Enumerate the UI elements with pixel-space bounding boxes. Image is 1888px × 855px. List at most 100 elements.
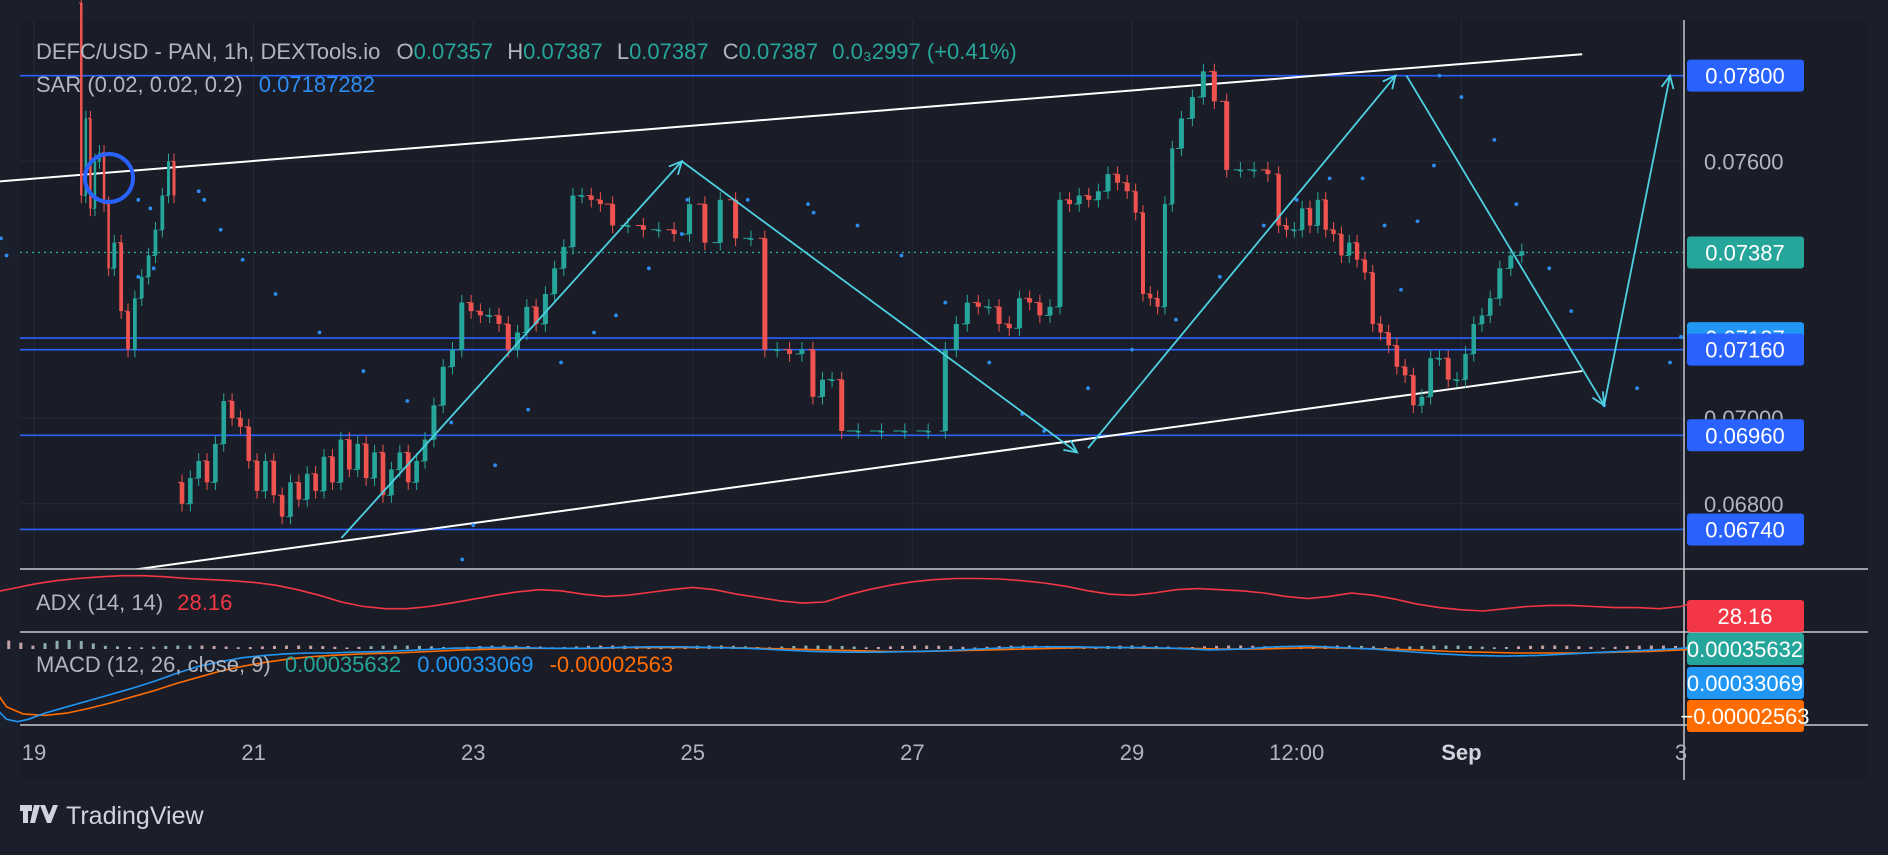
macd-histogram-bar [1359, 645, 1363, 649]
macd-histogram-bar [297, 645, 301, 649]
macd-histogram-bar [200, 645, 204, 649]
sar-dot [1382, 223, 1387, 228]
time-tick-label: 21 [241, 740, 265, 765]
level-badge: 0.06740 [1705, 517, 1785, 542]
adx-series-line [0, 574, 1693, 612]
candle-body [1487, 298, 1493, 316]
sar-dot [987, 360, 992, 365]
macd-line [0, 645, 1693, 723]
sar-dot [1261, 223, 1266, 228]
macd-histogram-bar [780, 646, 784, 649]
candle-body [372, 452, 377, 479]
macd-lines [0, 640, 1693, 723]
candle-body [1331, 229, 1336, 235]
macd-histogram-bar [19, 642, 23, 649]
candle-body [855, 431, 861, 433]
legend-line-2: SAR (0.02, 0.02, 0.2) 0.07187282 [36, 72, 375, 97]
candle-body [1016, 298, 1022, 329]
candle-body [213, 443, 218, 483]
time-tick-label: 19 [22, 740, 46, 765]
candle-body [820, 379, 826, 397]
sar-dot [1432, 163, 1436, 168]
candle-body [1276, 174, 1281, 226]
candle-body [1047, 306, 1053, 316]
sar-dot [1547, 266, 1552, 271]
candle-body [414, 460, 419, 483]
macd-histogram-bar [333, 646, 337, 649]
macd-histogram-bar [1504, 646, 1508, 649]
axis-badges: 0.078000.071870.071600.069600.067400.073… [1680, 59, 1810, 732]
candle-body [450, 349, 456, 367]
macd-histogram-bar [369, 646, 373, 649]
sar-dot [592, 330, 596, 335]
candle-body [93, 161, 97, 209]
candle-body [1497, 268, 1503, 299]
candle-body [363, 443, 369, 479]
legend-l-value: 0.07387 [629, 39, 709, 64]
arrow-line [1405, 75, 1605, 406]
macd-histogram-bar [115, 646, 119, 649]
legend-o-label: O [396, 39, 413, 64]
candle-body [1454, 379, 1460, 382]
macd-histogram-bar [393, 645, 397, 649]
sar-dot [317, 330, 322, 335]
marker-circle [83, 152, 135, 204]
macd-histogram-bar [1444, 645, 1448, 649]
macd-histogram-bar [1541, 645, 1545, 649]
macd-hist-badge: −0.00002563 [1680, 704, 1809, 729]
candle-body [1508, 255, 1514, 269]
candle-body [996, 306, 1002, 324]
macd-histogram-bar [901, 645, 905, 649]
last-price-badge: 0.07387 [1705, 240, 1785, 265]
legend-l-label: L [617, 39, 629, 64]
sar-dot [361, 369, 366, 373]
macd-histogram-bar [1384, 647, 1388, 649]
channel-lines [0, 53, 1583, 578]
candle-body [748, 238, 754, 240]
macd-histogram-bar [961, 646, 965, 649]
candle-body [196, 460, 201, 479]
candle-body [1155, 298, 1160, 307]
candle-body [119, 242, 124, 312]
adx-value: 28.16 [177, 590, 232, 615]
sar-dot [202, 197, 207, 202]
sar-dot [196, 189, 201, 194]
candle-body [1347, 242, 1352, 256]
adx-badge: 28.16 [1717, 604, 1772, 629]
candle-body [1378, 323, 1383, 333]
macd-histogram-bar [31, 645, 35, 649]
sar-dot [218, 227, 223, 232]
time-tick-label: 29 [1120, 740, 1144, 765]
candle-body [524, 306, 530, 333]
candle-body [179, 482, 185, 504]
time-tick-label: 23 [461, 740, 485, 765]
sar-dot [855, 223, 860, 228]
candle-body [942, 349, 948, 431]
channel-upper [0, 53, 1583, 183]
candle-body [107, 204, 110, 269]
macd-badge: 0.00035632 [1687, 637, 1803, 662]
candle-body [902, 431, 908, 433]
sar-dot [449, 420, 454, 425]
adx-badge-bg [1687, 600, 1804, 632]
macd-histogram-bar [1625, 646, 1629, 649]
macd-histogram-bar [1408, 646, 1412, 649]
candle-body [533, 306, 539, 324]
candle-body [1471, 323, 1477, 354]
macd-histogram-bar [79, 640, 83, 649]
time-tick-label: 3 [1675, 740, 1687, 765]
arrow-line [1603, 75, 1671, 406]
macd-histogram-bar [429, 646, 433, 649]
macd-histogram-bar [55, 640, 59, 649]
candle-body [702, 204, 708, 243]
time-tick-label: 27 [900, 740, 924, 765]
tradingview-brand: TradingView [66, 802, 205, 830]
macd-histogram-bar [188, 645, 192, 649]
macd-histogram-bar [405, 645, 409, 649]
macd-histogram-bar [985, 646, 989, 649]
candle-body [153, 229, 158, 256]
sar-dot [1042, 429, 1047, 433]
sar-dot [685, 197, 690, 202]
macd-histogram-bar [1251, 645, 1255, 649]
